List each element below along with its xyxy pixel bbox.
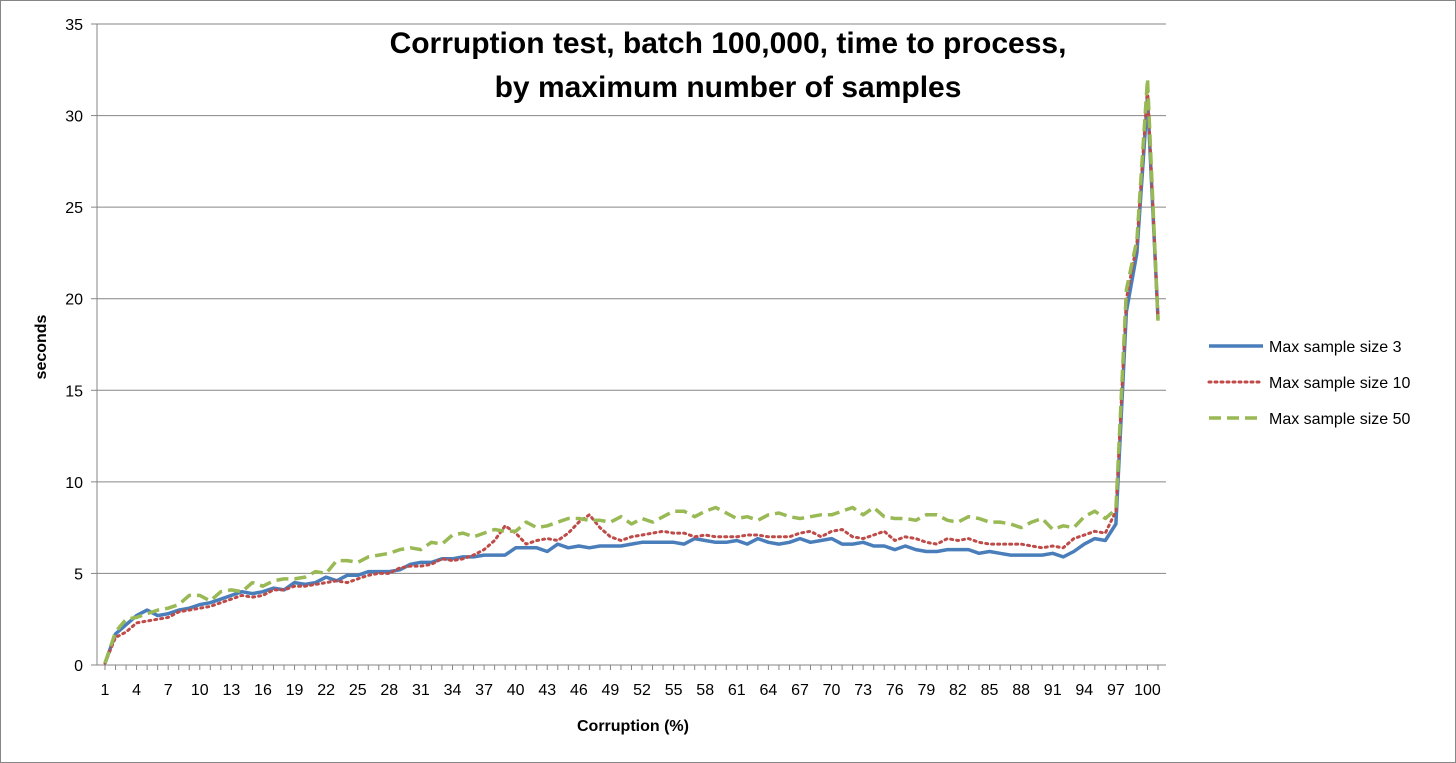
x-tick-label: 10: [191, 682, 209, 699]
x-tick-label: 49: [602, 682, 620, 699]
legend-item-2: Max sample size 10: [1207, 375, 1410, 392]
x-tick-label: 73: [854, 682, 872, 699]
x-axis-title: Corruption (%): [577, 718, 689, 735]
x-tick-label: 4: [132, 682, 141, 699]
y-tick-label: 25: [65, 200, 83, 217]
legend-label: Max sample size 50: [1269, 411, 1410, 428]
x-tick-label: 97: [1107, 682, 1125, 699]
x-tick-label: 43: [538, 682, 556, 699]
x-tick-label: 100: [1134, 682, 1161, 699]
legend-item-1: Max sample size 3: [1209, 339, 1402, 356]
y-tick-label: 0: [74, 658, 83, 675]
chart-title-line-2: by maximum number of samples: [495, 71, 962, 104]
x-tick-label: 46: [570, 682, 588, 699]
x-tick-label: 31: [412, 682, 430, 699]
chart-title: Corruption test, batch 100,000, time to …: [390, 27, 1067, 104]
x-tick-label: 58: [696, 682, 714, 699]
x-tick-label: 22: [317, 682, 335, 699]
axes: 0 5 10 15 20 25 30 35 1 4 7 10 13 16 19 22 25 28 31 34 37 40 4…: [65, 17, 1166, 699]
x-tick-label: 91: [1044, 682, 1062, 699]
x-tick-label: 76: [886, 682, 904, 699]
y-tick-label: 15: [65, 383, 83, 400]
x-tick-label: 34: [444, 682, 462, 699]
gridlines: [97, 23, 1166, 574]
x-tick-label: 64: [759, 682, 777, 699]
legend-item-3: Max sample size 50: [1209, 411, 1410, 428]
x-tick-label: 85: [981, 682, 999, 699]
x-tick-label: 16: [254, 682, 272, 699]
chart-title-line-1: Corruption test, batch 100,000, time to …: [390, 27, 1067, 60]
x-tick-label: 79: [917, 682, 935, 699]
x-tick-label: 55: [665, 682, 683, 699]
x-tick-label: 82: [949, 682, 967, 699]
x-tick-label: 37: [475, 682, 493, 699]
series-lines: [103, 77, 1160, 665]
x-tick-label: 40: [507, 682, 525, 699]
x-tick-label: 94: [1075, 682, 1093, 699]
x-tick-label: 70: [823, 682, 841, 699]
x-tick-label: 1: [101, 682, 110, 699]
x-tick-label: 25: [349, 682, 367, 699]
x-tick-label: 28: [380, 682, 398, 699]
x-tick-label: 13: [222, 682, 240, 699]
x-tick-label: 88: [1012, 682, 1030, 699]
series-line-3: [103, 77, 1160, 664]
series-line-2: [103, 86, 1160, 665]
x-tick-label: 52: [633, 682, 651, 699]
y-tick-label: 5: [74, 566, 83, 583]
x-tick-label: 61: [728, 682, 746, 699]
legend-label: Max sample size 10: [1269, 375, 1410, 392]
x-tick-label: 67: [791, 682, 809, 699]
y-tick-label: 35: [65, 17, 83, 34]
y-tick-label: 20: [65, 292, 83, 309]
x-tick-label: 7: [164, 682, 173, 699]
y-tick-label: 30: [65, 109, 83, 126]
y-axis-title: seconds: [33, 314, 50, 379]
legend-label: Max sample size 3: [1269, 339, 1402, 356]
legend: Max sample size 3 Max sample size 10 Max s…: [1207, 339, 1410, 428]
x-tick-label: 19: [286, 682, 304, 699]
y-tick-label: 10: [65, 475, 83, 492]
